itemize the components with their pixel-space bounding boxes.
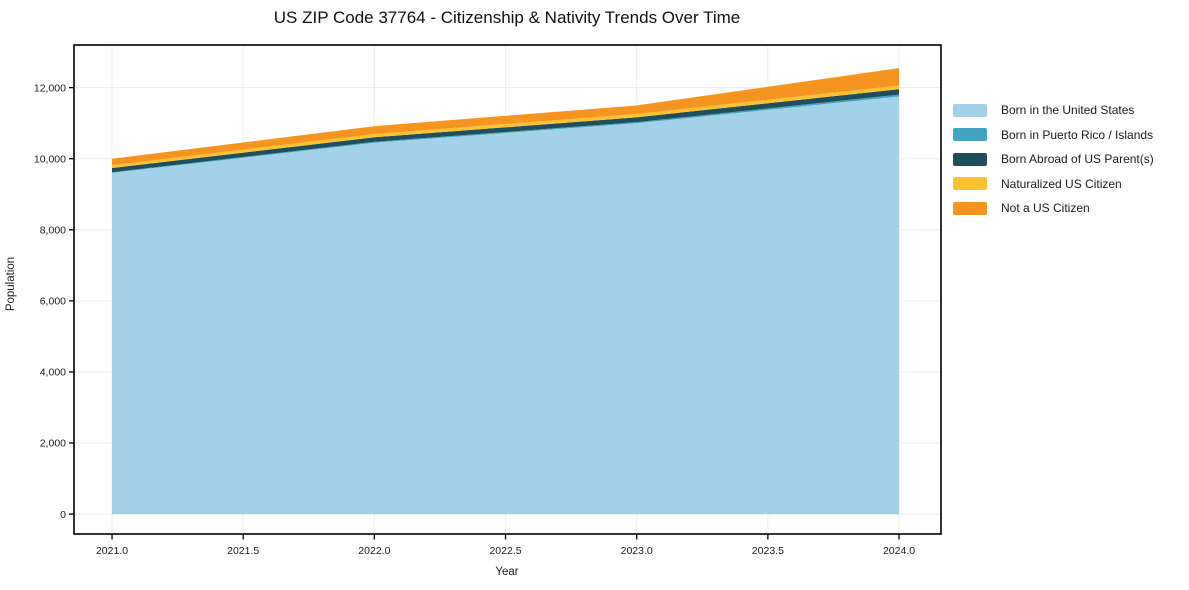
legend-item-naturalized-us-citizen: Naturalized US Citizen (953, 177, 1154, 191)
y-tick-label: 0 (60, 509, 66, 521)
legend-label: Born Abroad of US Parent(s) (1001, 152, 1154, 166)
y-tick-label: 10,000 (34, 153, 66, 165)
tick-labels: 0 2,000 4,000 6,000 8,000 10,000 12,000 2021.0 2… (34, 82, 915, 557)
legend-label: Born in the United States (1001, 103, 1135, 117)
legend-label: Not a US Citizen (1001, 201, 1090, 215)
legend-item-not-a-us-citizen: Not a US Citizen (953, 201, 1154, 215)
y-tick-label: 4,000 (40, 367, 66, 379)
legend-swatch-naturalized-us-citizen (953, 177, 987, 190)
axis-ticks (69, 86, 900, 540)
x-tick-label: 2023.5 (752, 545, 784, 557)
x-tick-label: 2021.5 (227, 545, 259, 557)
area-born-in-the-united-states (112, 96, 899, 515)
legend-label: Born in Puerto Rico / Islands (1001, 127, 1154, 142)
plot-border (73, 44, 942, 535)
area-series (112, 68, 899, 515)
legend-swatch-born-in-the-united-states (953, 103, 987, 117)
y-tick-label: 8,000 (40, 224, 66, 236)
legend-swatch-born-in-puerto-rico-islands (953, 128, 987, 141)
chart-title: US ZIP Code 37764 - Citizenship & Nativi… (274, 8, 740, 27)
legend-label: Naturalized US Citizen (1001, 176, 1122, 191)
area-born-abroad-of-us-parent-s (112, 89, 899, 173)
legend: Born in the United States Born in Puerto … (953, 103, 1154, 215)
y-tick-label: 2,000 (40, 438, 66, 450)
legend-item-born-in-the-united-states: Born in the United States (953, 103, 1154, 117)
legend-swatch-born-abroad-of-us-parent-s (953, 152, 987, 166)
x-tick-label: 2023.0 (621, 545, 653, 557)
x-axis-label: Year (495, 566, 518, 578)
y-tick-label: 12,000 (34, 82, 66, 94)
area-naturalized-us-citizen (112, 85, 899, 168)
area-not-a-us-citizen (112, 68, 899, 166)
legend-item-born-abroad-of-us-parent-s: Born Abroad of US Parent(s) (953, 152, 1154, 166)
x-tick-label: 2024.0 (883, 545, 915, 557)
legend-item-born-in-puerto-rico-islands: Born in Puerto Rico / Islands (953, 128, 1154, 142)
x-tick-label: 2022.5 (489, 545, 521, 557)
x-tick-label: 2021.0 (96, 545, 128, 557)
legend-swatch-not-a-us-citizen (953, 201, 987, 215)
x-tick-label: 2022.0 (358, 545, 390, 557)
y-tick-label: 6,000 (40, 296, 66, 308)
y-axis-label: Population (5, 257, 17, 311)
